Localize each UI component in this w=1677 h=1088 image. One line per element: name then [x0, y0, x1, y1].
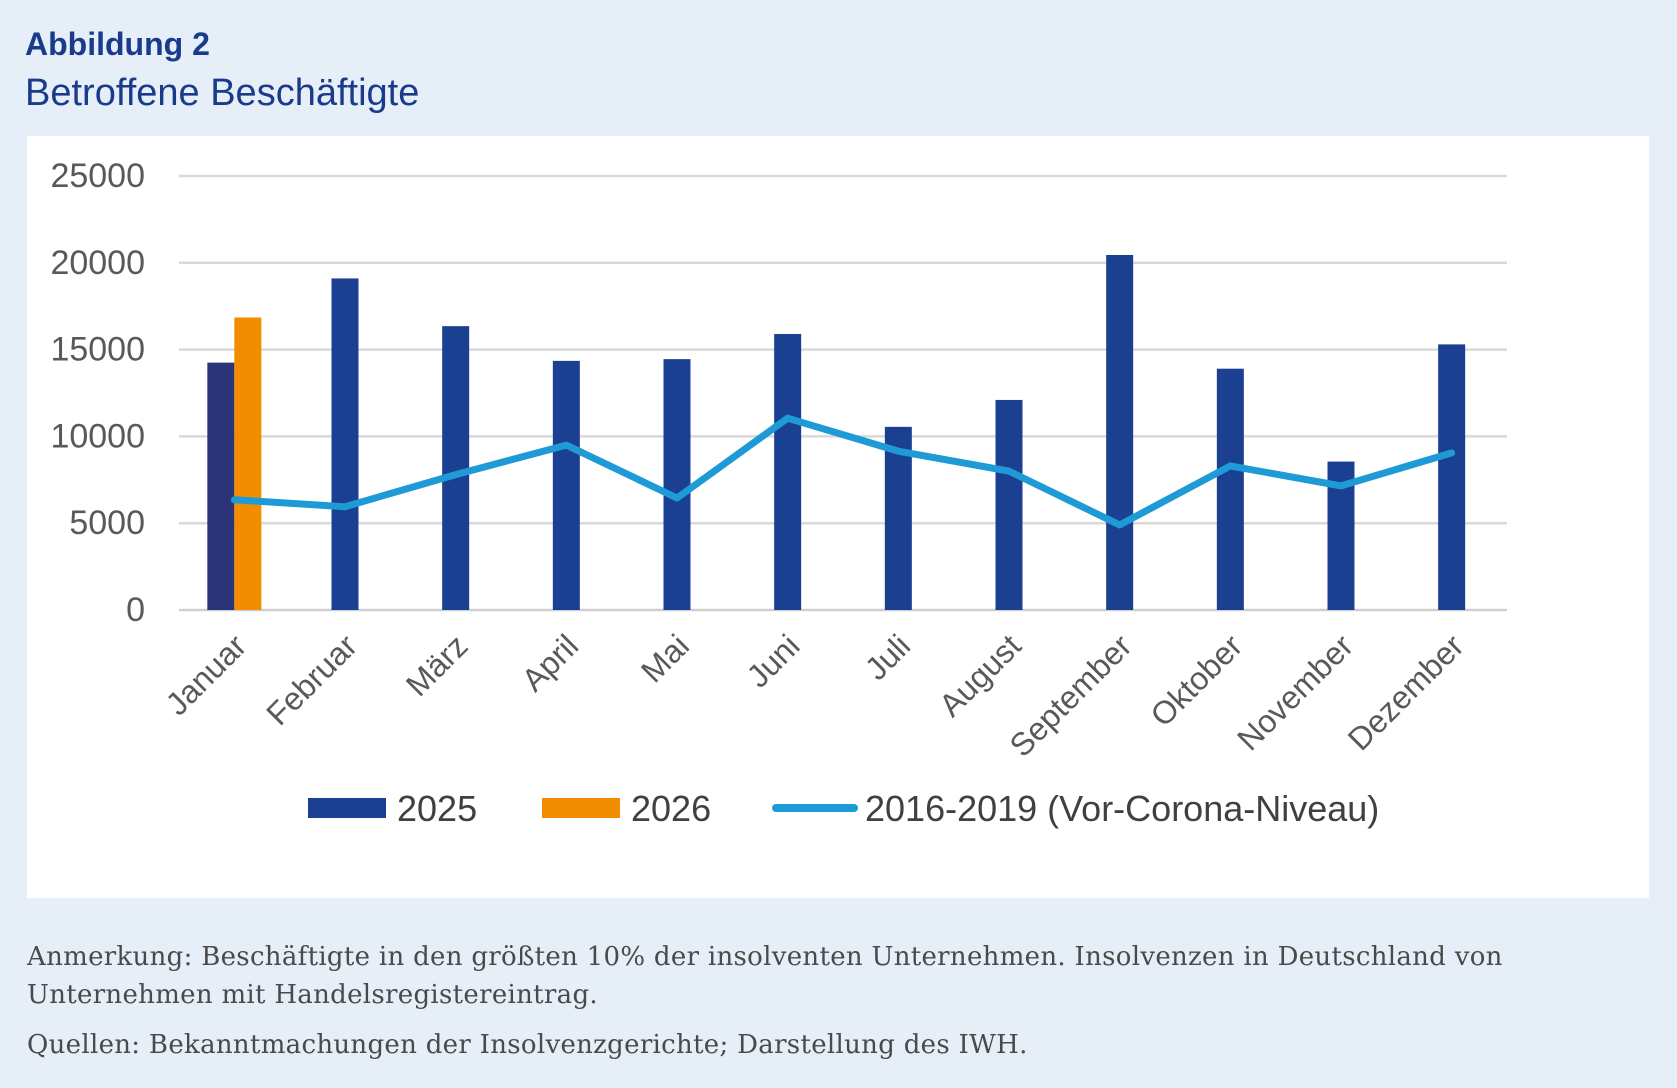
- bar-2025-juni: [774, 333, 802, 610]
- bar-2025-oktober: [1216, 368, 1244, 610]
- bar-2025-februar: [331, 278, 359, 610]
- x-tick-label: März: [399, 627, 475, 703]
- figure-label: Abbildung 2: [25, 26, 210, 62]
- x-tick-label: Januar: [159, 627, 254, 722]
- line-series-vor-corona: [230, 414, 1456, 529]
- y-tick-label: 0: [126, 591, 145, 629]
- legend-swatch-2025: [308, 798, 386, 818]
- legend-label-2025: 2025: [397, 788, 477, 829]
- x-tick-label: Juni: [740, 627, 807, 694]
- legend-label-2026: 2026: [631, 788, 711, 829]
- chart-panel: 0 5000 10000 15000 20000 25000 Januar Februar Mä…: [27, 136, 1649, 898]
- y-tick-label: 5000: [69, 504, 145, 542]
- bar-2025-juli: [884, 426, 912, 610]
- x-tick-label: August: [932, 627, 1028, 723]
- legend-swatch-2026: [542, 798, 620, 818]
- legend-label-vor-corona: 2016-2019 (Vor-Corona-Niveau): [865, 788, 1379, 829]
- x-tick-label: Juli: [858, 627, 917, 686]
- bar-2025-märz: [442, 326, 470, 610]
- bar-2025-mai: [663, 359, 691, 610]
- chart-sources: Quellen: Bekanntmachungen der Insolvenzg…: [27, 1030, 1028, 1060]
- x-tick-label: November: [1230, 627, 1360, 757]
- bar-2025-april: [552, 360, 580, 610]
- y-tick-label: 20000: [50, 244, 145, 282]
- chart-title: Betroffene Beschäftigte: [25, 72, 420, 114]
- x-tick-label: Dezember: [1341, 627, 1471, 757]
- x-tick-label: Oktober: [1143, 627, 1249, 733]
- bar-2026-januar: [234, 317, 262, 610]
- bar-2025-dezember: [1438, 344, 1466, 610]
- bar-2025-august: [995, 399, 1023, 610]
- y-tick-label: 10000: [50, 417, 145, 455]
- chart-annotation: Anmerkung: Beschäftigte in den größten 1…: [27, 942, 1503, 1010]
- bar-line-chart: 0 5000 10000 15000 20000 25000 Januar Februar Mä…: [50, 157, 1507, 829]
- y-tick-label: 25000: [50, 157, 145, 195]
- x-tick-label: Mai: [634, 627, 696, 689]
- x-tick-label: Februar: [259, 627, 364, 732]
- bar-2025-januar: [207, 362, 235, 610]
- x-tick-label: April: [515, 627, 586, 698]
- y-tick-label: 15000: [50, 331, 145, 369]
- bar-2025-september: [1106, 254, 1134, 610]
- x-tick-label: September: [1002, 627, 1138, 763]
